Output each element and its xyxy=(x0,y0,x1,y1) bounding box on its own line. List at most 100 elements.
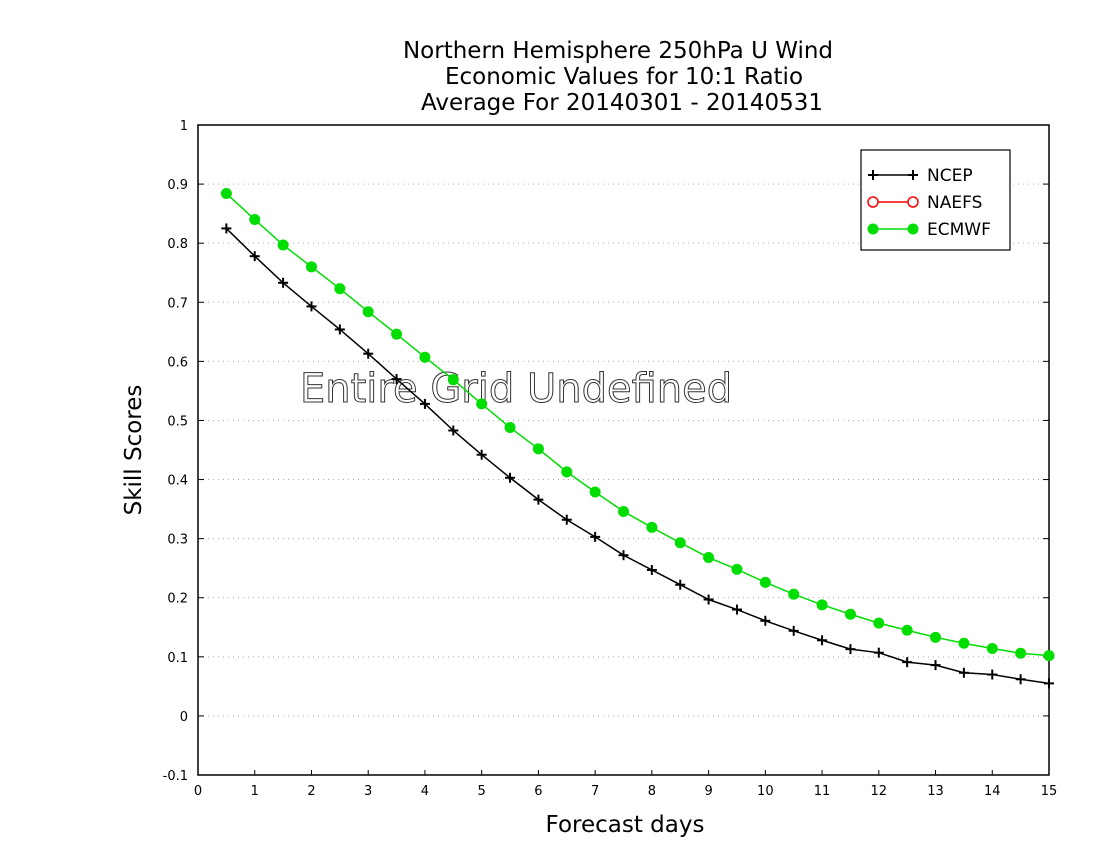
grid-lines xyxy=(198,183,1049,717)
data-point-ncep xyxy=(306,301,317,312)
data-point-ecmwf xyxy=(816,599,828,611)
data-point-ncep xyxy=(703,594,714,605)
data-point-ncep xyxy=(448,425,459,436)
data-point-ecmwf xyxy=(532,443,544,455)
data-point-ncep xyxy=(845,644,856,655)
data-point-ecmwf xyxy=(249,214,261,226)
y-axis-ticks: -0.1 0 0.1 0.2 0.3 0.4 0.5 0.6 0.7 0.8 0.9 1 xyxy=(163,119,1049,784)
data-point-ecmwf xyxy=(220,188,232,200)
data-point-ecmwf xyxy=(1043,650,1055,662)
chart-title-line-3: Average For 20140301 - 20140531 xyxy=(421,90,823,116)
legend-marker xyxy=(868,170,878,180)
data-point-ncep xyxy=(363,348,374,359)
data-point-ecmwf xyxy=(334,283,346,295)
x-tick-label: 10 xyxy=(757,784,774,799)
data-point-ncep xyxy=(788,625,799,636)
data-point-ecmwf xyxy=(788,588,800,600)
x-tick-label: 2 xyxy=(307,784,315,799)
y-tick-label: 1 xyxy=(180,119,188,134)
x-tick-label: 15 xyxy=(1041,784,1058,799)
chart-title-line-2: Economic Values for 10:1 Ratio xyxy=(445,64,803,90)
legend-box xyxy=(860,149,1011,251)
legend: NCEP NAEFS ECMWF xyxy=(860,149,1011,251)
data-point-ecmwf xyxy=(958,637,970,649)
plot-frame xyxy=(197,124,1050,776)
data-point-ncep xyxy=(533,494,544,505)
x-tick-label: 8 xyxy=(648,784,656,799)
x-tick-label: 13 xyxy=(927,784,944,799)
data-point-ncep xyxy=(476,449,487,460)
data-point-ncep xyxy=(419,398,430,409)
data-point-ecmwf xyxy=(731,563,743,575)
data-point-ecmwf xyxy=(901,624,913,636)
data-point-ncep xyxy=(334,324,345,335)
y-tick-label: 0.6 xyxy=(167,355,188,370)
data-point-ncep xyxy=(505,472,516,483)
data-point-ncep xyxy=(731,604,742,615)
y-tick-label: 0.7 xyxy=(167,296,188,311)
series-ncep xyxy=(221,223,1054,689)
data-point-ncep xyxy=(987,669,998,680)
y-tick-label: 0.2 xyxy=(167,592,188,607)
y-tick-label: -0.1 xyxy=(163,769,188,784)
legend-marker xyxy=(867,196,879,208)
data-point-ncep xyxy=(930,660,941,671)
series-ecmwf xyxy=(220,188,1055,662)
axes xyxy=(197,124,1050,776)
legend-marker xyxy=(908,170,918,180)
x-tick-label: 6 xyxy=(534,784,542,799)
legend-marker xyxy=(907,196,919,208)
legend-label-ecmwf: ECMWF xyxy=(927,220,991,240)
x-tick-label: 14 xyxy=(984,784,1001,799)
data-point-ecmwf xyxy=(305,261,317,273)
legend-marker xyxy=(867,223,879,235)
data-point-ecmwf xyxy=(476,398,488,410)
data-point-ecmwf xyxy=(589,486,601,498)
legend-item-ncep: NCEP xyxy=(868,166,973,186)
legend-marker xyxy=(907,223,919,235)
data-point-ncep xyxy=(873,647,884,658)
y-tick-label: 0.9 xyxy=(167,178,188,193)
data-point-ecmwf xyxy=(986,643,998,655)
data-point-ncep xyxy=(958,667,969,678)
data-point-ncep xyxy=(221,223,232,234)
data-point-ecmwf xyxy=(674,537,686,549)
data-point-ecmwf xyxy=(759,576,771,588)
x-tick-label: 7 xyxy=(591,784,599,799)
data-point-ncep xyxy=(760,615,771,626)
data-point-ncep xyxy=(618,550,629,561)
data-point-ecmwf xyxy=(646,521,658,533)
data-point-ncep xyxy=(590,531,601,542)
y-tick-label: 0.3 xyxy=(167,533,188,548)
data-point-ecmwf xyxy=(1015,647,1027,659)
x-axis-label: Forecast days xyxy=(546,812,705,838)
data-point-ecmwf xyxy=(447,374,459,386)
legend-label-naefs: NAEFS xyxy=(927,193,982,213)
data-point-ncep xyxy=(817,635,828,646)
legend-item-ecmwf: ECMWF xyxy=(867,220,991,240)
data-point-ecmwf xyxy=(504,422,516,434)
data-point-ecmwf xyxy=(703,552,715,564)
data-point-ncep xyxy=(646,564,657,575)
data-point-ncep xyxy=(391,374,402,385)
x-tick-label: 11 xyxy=(814,784,831,799)
y-tick-label: 0.4 xyxy=(167,474,188,489)
data-point-ncep xyxy=(675,579,686,590)
chart-title-line-1: Northern Hemisphere 250hPa U Wind xyxy=(403,38,833,64)
data-point-ecmwf xyxy=(391,328,403,340)
x-tick-label: 12 xyxy=(871,784,888,799)
data-point-ecmwf xyxy=(561,466,573,478)
y-tick-label: 0.5 xyxy=(167,414,188,429)
legend-label-ncep: NCEP xyxy=(927,166,973,186)
data-point-ecmwf xyxy=(930,631,942,643)
legend-item-naefs: NAEFS xyxy=(867,193,982,213)
x-tick-label: 4 xyxy=(421,784,429,799)
y-tick-label: 0.8 xyxy=(167,237,188,252)
x-axis-ticks: 0 1 2 3 4 5 6 7 8 9 10 11 12 13 14 15 xyxy=(194,770,1057,799)
x-tick-label: 5 xyxy=(478,784,486,799)
series-layer xyxy=(220,188,1055,689)
data-point-ncep xyxy=(1015,674,1026,685)
y-axis-label: Skill Scores xyxy=(121,385,147,516)
series-line-ecmwf xyxy=(225,192,1050,657)
data-point-ecmwf xyxy=(277,239,289,251)
